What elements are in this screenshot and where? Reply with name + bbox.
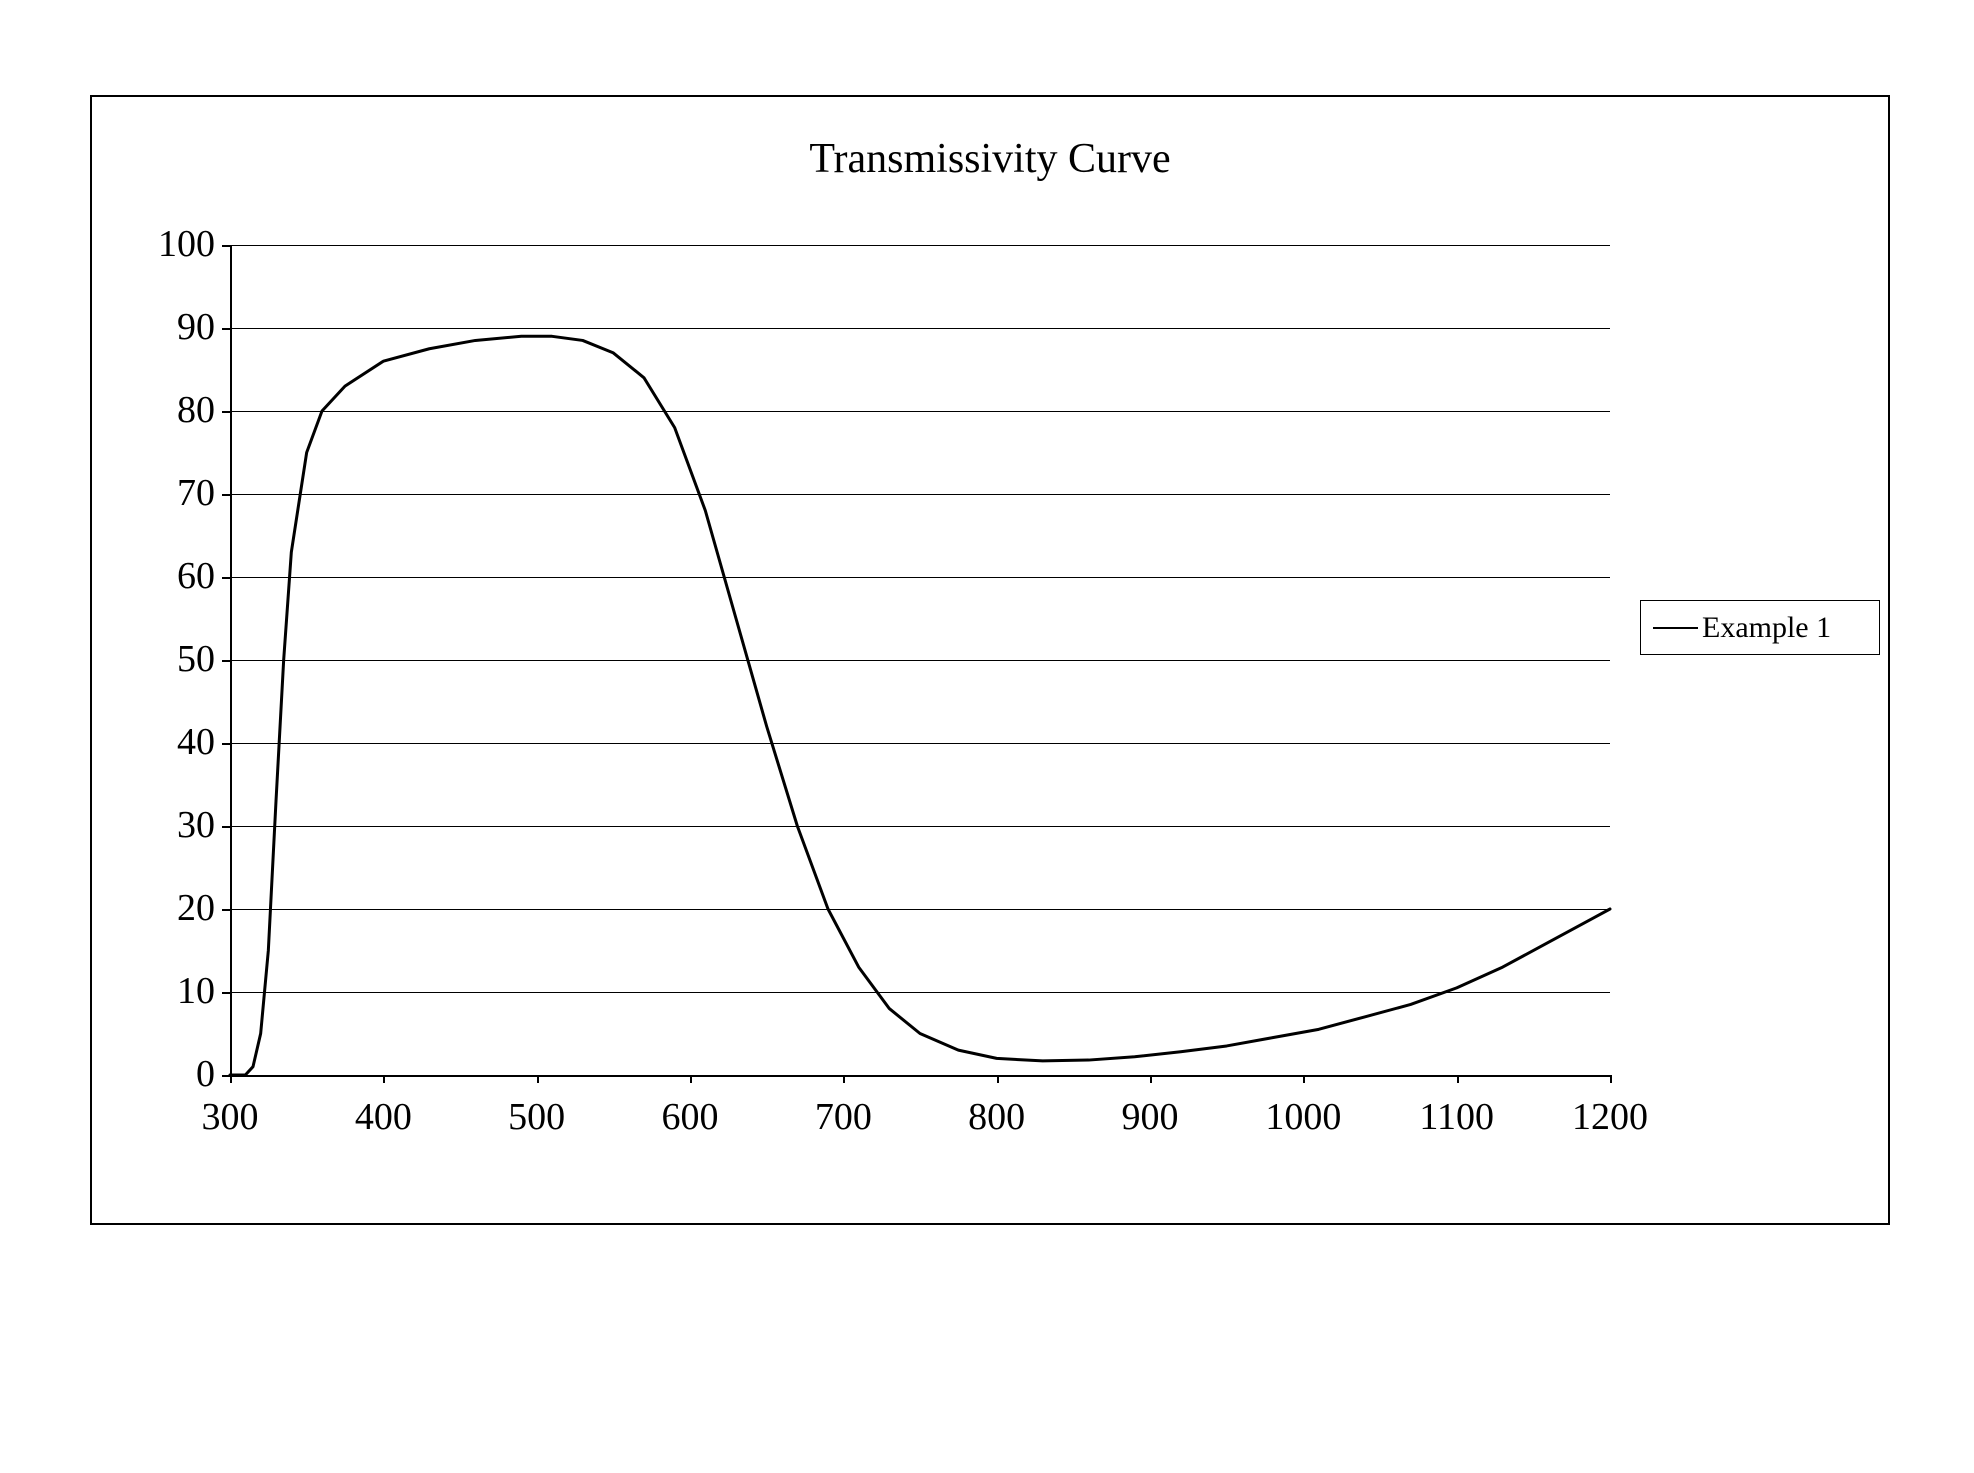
xtick-mark	[1610, 1075, 1612, 1083]
xtick-label: 400	[323, 1095, 443, 1139]
ytick-label: 10	[120, 969, 215, 1013]
xtick-label: 900	[1090, 1095, 1210, 1139]
ytick-label: 80	[120, 388, 215, 432]
ytick-mark	[222, 577, 230, 579]
xtick-label: 1200	[1550, 1095, 1670, 1139]
ytick-label: 20	[120, 886, 215, 930]
series-line	[230, 245, 1610, 1075]
xtick-label: 600	[630, 1095, 750, 1139]
chart-page: Transmissivity Curve Example 1 0 10 20 30 40…	[0, 0, 1974, 1473]
xtick-label: 700	[783, 1095, 903, 1139]
ytick-mark	[222, 494, 230, 496]
y-axis	[230, 245, 232, 1075]
ytick-label: 0	[120, 1052, 215, 1096]
chart-title: Transmissivity Curve	[90, 135, 1890, 183]
ytick-label: 70	[120, 471, 215, 515]
ytick-label: 50	[120, 637, 215, 681]
ytick-mark	[222, 992, 230, 994]
legend-line-sample	[1653, 627, 1698, 629]
plot-area	[230, 245, 1610, 1075]
ytick-label: 40	[120, 720, 215, 764]
ytick-label: 60	[120, 554, 215, 598]
xtick-label: 300	[170, 1095, 290, 1139]
ytick-mark	[222, 411, 230, 413]
ytick-mark	[222, 660, 230, 662]
ytick-mark	[222, 826, 230, 828]
ytick-label: 90	[120, 305, 215, 349]
xtick-label: 1000	[1243, 1095, 1363, 1139]
ytick-mark	[222, 1075, 230, 1077]
x-axis	[230, 1075, 1610, 1077]
ytick-label: 30	[120, 803, 215, 847]
ytick-mark	[222, 909, 230, 911]
xtick-label: 800	[937, 1095, 1057, 1139]
ytick-mark	[222, 743, 230, 745]
xtick-label: 500	[477, 1095, 597, 1139]
legend-label: Example 1	[1702, 611, 1831, 645]
ytick-label: 100	[120, 222, 215, 266]
xtick-label: 1100	[1397, 1095, 1517, 1139]
ytick-mark	[222, 328, 230, 330]
legend: Example 1	[1640, 600, 1880, 655]
ytick-mark	[222, 245, 230, 247]
